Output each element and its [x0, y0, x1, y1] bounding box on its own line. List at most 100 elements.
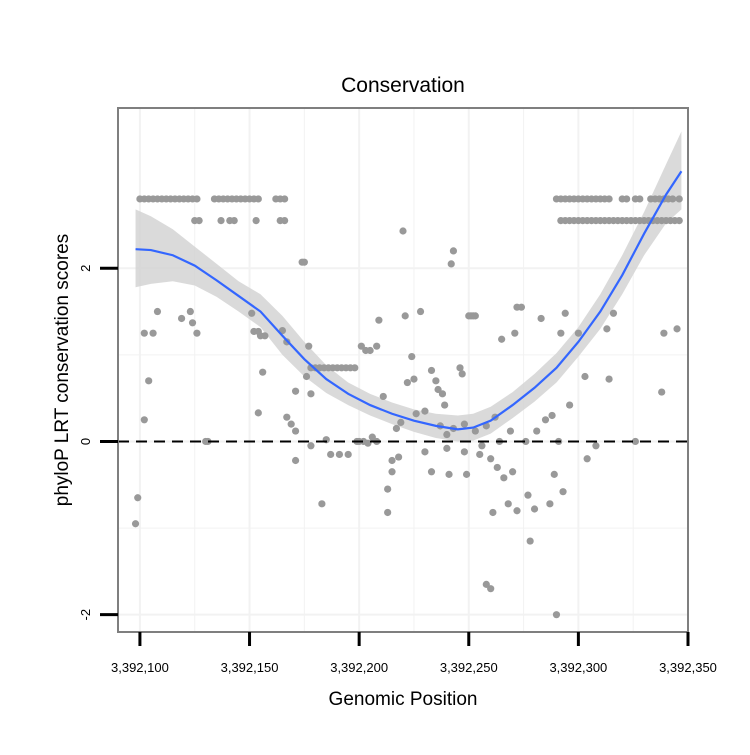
data-point [623, 195, 631, 203]
data-point [283, 413, 291, 421]
data-point [522, 437, 530, 446]
data-point [471, 427, 479, 435]
x-tick-label: 3,392,350 [659, 660, 717, 675]
data-point [658, 388, 666, 396]
data-point [335, 450, 344, 459]
plot-panel [118, 108, 688, 632]
chart-title: Conservation [341, 74, 465, 97]
y-tick-label: 2 [78, 265, 93, 272]
data-point [506, 427, 515, 435]
data-point [291, 387, 300, 395]
data-point [153, 307, 162, 316]
data-point [511, 329, 519, 337]
data-point [669, 195, 677, 203]
data-point [561, 309, 569, 317]
data-point [140, 416, 148, 424]
x-axis-label: Genomic Position [329, 689, 478, 710]
data-point [368, 433, 376, 441]
data-point [408, 352, 416, 361]
data-point [524, 491, 532, 499]
data-point [675, 195, 683, 203]
data-point [248, 309, 256, 317]
data-point [177, 314, 186, 323]
data-point [609, 309, 618, 317]
data-point [533, 427, 541, 435]
data-point [397, 418, 405, 426]
data-point [395, 453, 403, 461]
data-point [581, 372, 589, 381]
data-point [421, 407, 429, 415]
data-point [134, 494, 142, 502]
data-point [388, 456, 396, 465]
data-point [357, 342, 365, 350]
data-point [605, 195, 613, 203]
data-point [675, 216, 683, 225]
data-point [379, 392, 387, 401]
data-point [476, 450, 484, 459]
data-point [432, 377, 440, 385]
data-point [546, 500, 554, 508]
data-point [403, 378, 411, 387]
data-point [498, 335, 506, 343]
data-point [416, 307, 425, 316]
data-point [410, 375, 418, 383]
data-point [566, 401, 574, 409]
data-point [287, 420, 295, 428]
y-tick-label: -2 [78, 609, 93, 621]
data-point [421, 448, 429, 456]
data-point [195, 216, 203, 225]
data-point [254, 409, 262, 417]
data-point [445, 470, 453, 478]
data-point [460, 420, 468, 428]
data-point [252, 216, 260, 225]
confidence-ribbon [135, 131, 682, 442]
data-point [460, 448, 468, 456]
data-point [344, 450, 352, 459]
y-tick-label: 0 [78, 438, 93, 445]
data-point [458, 370, 466, 378]
data-point [149, 329, 157, 337]
data-point [401, 312, 409, 320]
data-point [230, 216, 238, 225]
data-point [186, 307, 194, 316]
data-point [489, 508, 497, 517]
data-point [605, 375, 613, 383]
data-point [307, 390, 315, 398]
data-point [537, 314, 545, 323]
data-point [557, 329, 565, 337]
data-point [449, 247, 458, 255]
data-point [193, 329, 201, 337]
data-point [592, 442, 600, 450]
data-point [462, 470, 471, 478]
data-point [500, 474, 508, 482]
data-point [559, 488, 567, 496]
data-point [447, 260, 455, 268]
data-point [300, 258, 308, 266]
data-point [434, 385, 442, 394]
data-point [193, 195, 201, 203]
data-point [438, 390, 447, 398]
smooth-line-layer [135, 170, 683, 431]
data-point [660, 329, 668, 337]
data-point [217, 216, 225, 225]
data-point [204, 437, 212, 446]
data-point [443, 444, 451, 452]
x-tick-label: 3,392,150 [221, 660, 279, 675]
data-point [261, 332, 269, 340]
data-point [530, 505, 539, 513]
y-axis: -2 0 2 [78, 265, 118, 621]
data-point [412, 410, 420, 418]
data-point [307, 442, 315, 450]
data-point [327, 450, 335, 459]
data-point [131, 520, 140, 528]
data-point [583, 455, 591, 463]
data-point [392, 424, 401, 433]
smooth-line [135, 170, 683, 431]
data-point [552, 611, 561, 619]
data-point [636, 195, 644, 203]
data-point [443, 430, 451, 439]
data-point [145, 377, 153, 385]
x-axis: 3,392,100 3,392,150 3,392,200 3,392,250 3,39… [111, 632, 717, 675]
